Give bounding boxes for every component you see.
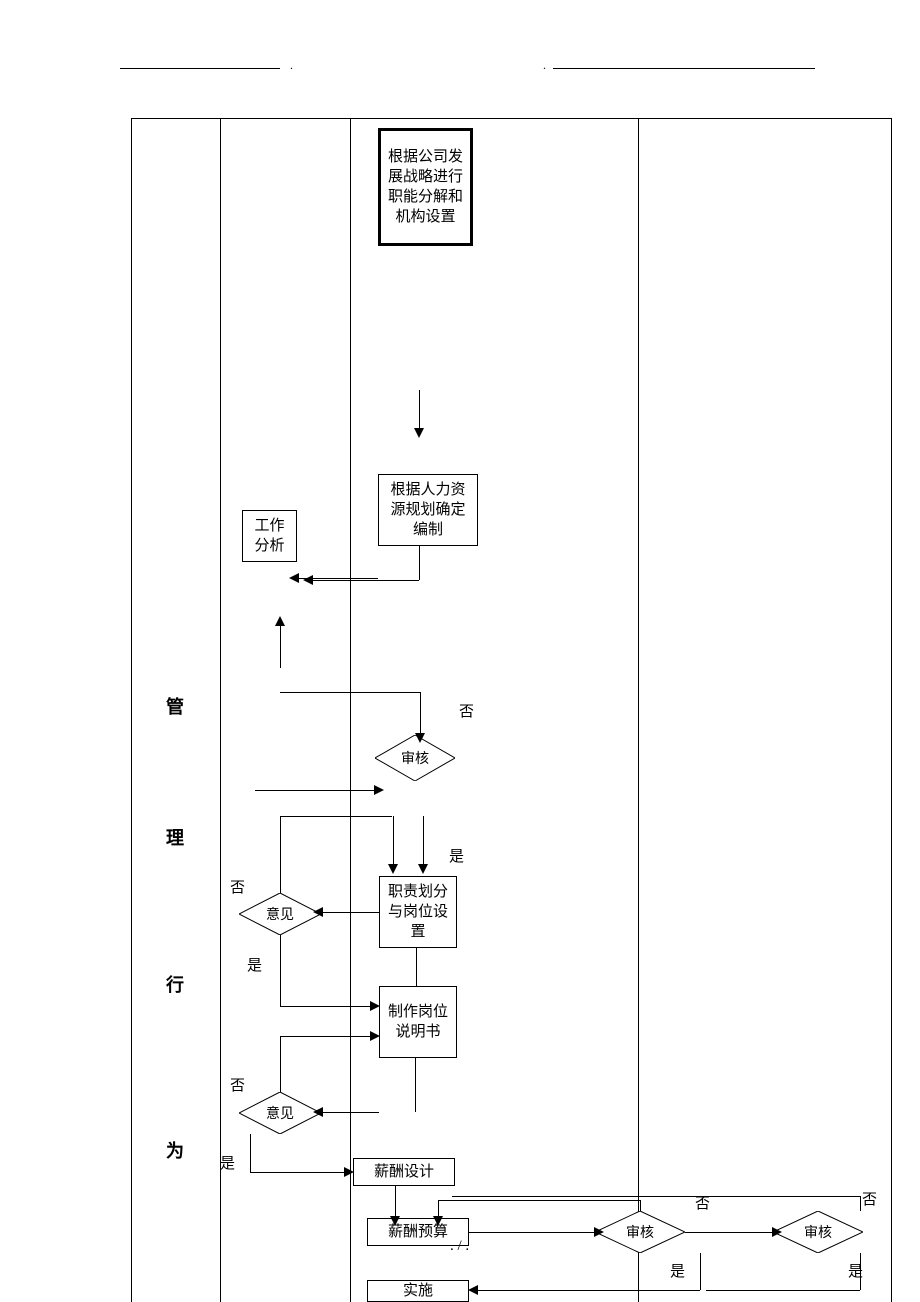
label-t_yes4: 是 [670, 1260, 685, 1281]
label-t_no3: 否 [230, 1074, 245, 1095]
label-t_yes2: 是 [247, 954, 262, 975]
swimlane-char: 为 [166, 1137, 184, 1163]
node-n6: 薪酬设计 [353, 1158, 455, 1186]
decision-d5: 审核 [773, 1211, 863, 1253]
node-n1: 根据公司发展战略进行职能分解和机构设置 [378, 128, 473, 246]
label-t_yes3: 是 [220, 1152, 235, 1173]
decision-d4: 审核 [595, 1211, 685, 1253]
swimlane-line-2 [638, 118, 639, 1302]
node-n4: 职责划分与岗位设置 [379, 876, 457, 948]
label-t_yes1: 是 [449, 845, 464, 866]
swimlane-line-1 [350, 118, 351, 1302]
flowchart-page: ..管理行为根据公司发展战略进行职能分解和机构设置根据人力资源规划确定编制工作分… [0, 0, 920, 1302]
label-t_no2: 否 [230, 876, 245, 897]
label-t_no1: 否 [459, 700, 474, 721]
label-t_footer: . / . [450, 1238, 469, 1255]
swimlane-char: 理 [166, 824, 184, 850]
node-n8: 实施 [367, 1280, 469, 1302]
swimlane-char: 行 [166, 971, 184, 997]
node-n2: 根据人力资源规划确定编制 [378, 474, 478, 546]
swimlane-line-0 [220, 118, 221, 1302]
swimlane-char: 管 [166, 693, 184, 719]
node-n3: 工作分析 [242, 510, 297, 562]
node-n5: 制作岗位说明书 [379, 986, 457, 1058]
label-t_no5: 否 [862, 1188, 877, 1209]
decision-d3: 意见 [239, 1092, 321, 1134]
decision-d2: 意见 [239, 893, 321, 935]
